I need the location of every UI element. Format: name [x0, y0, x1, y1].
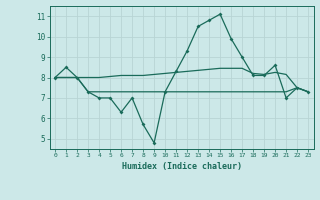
X-axis label: Humidex (Indice chaleur): Humidex (Indice chaleur) [122, 162, 242, 171]
